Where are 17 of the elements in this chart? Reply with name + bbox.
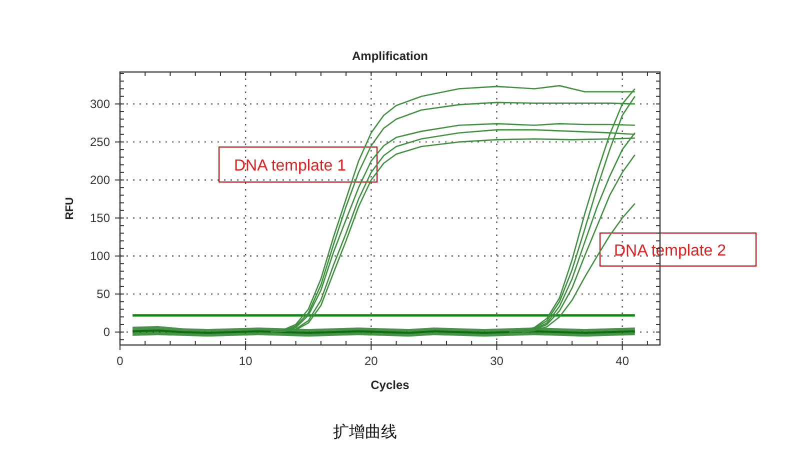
y-tick-label: 300 [90, 96, 110, 111]
y-tick-label: 50 [96, 287, 110, 302]
x-tick-label: 10 [238, 354, 253, 368]
x-axis-title: Cycles [370, 378, 410, 392]
y-tick-label: 0 [103, 325, 110, 340]
y-tick-label: 100 [90, 249, 110, 264]
y-tick-label: 250 [90, 134, 110, 149]
y-axis-title: RFU [64, 197, 76, 220]
text: 扩增曲线 [333, 423, 397, 441]
y-tick-label: 150 [90, 211, 110, 226]
x-tick-label: 40 [616, 354, 630, 368]
x-tick-label: 20 [364, 354, 378, 368]
x-tick-label: 30 [490, 354, 504, 368]
chart-title: Amplification [352, 49, 428, 63]
y-tick-label: 200 [90, 172, 110, 187]
x-tick-label: 0 [116, 354, 124, 368]
annotation: DNA template 1 [234, 158, 346, 174]
